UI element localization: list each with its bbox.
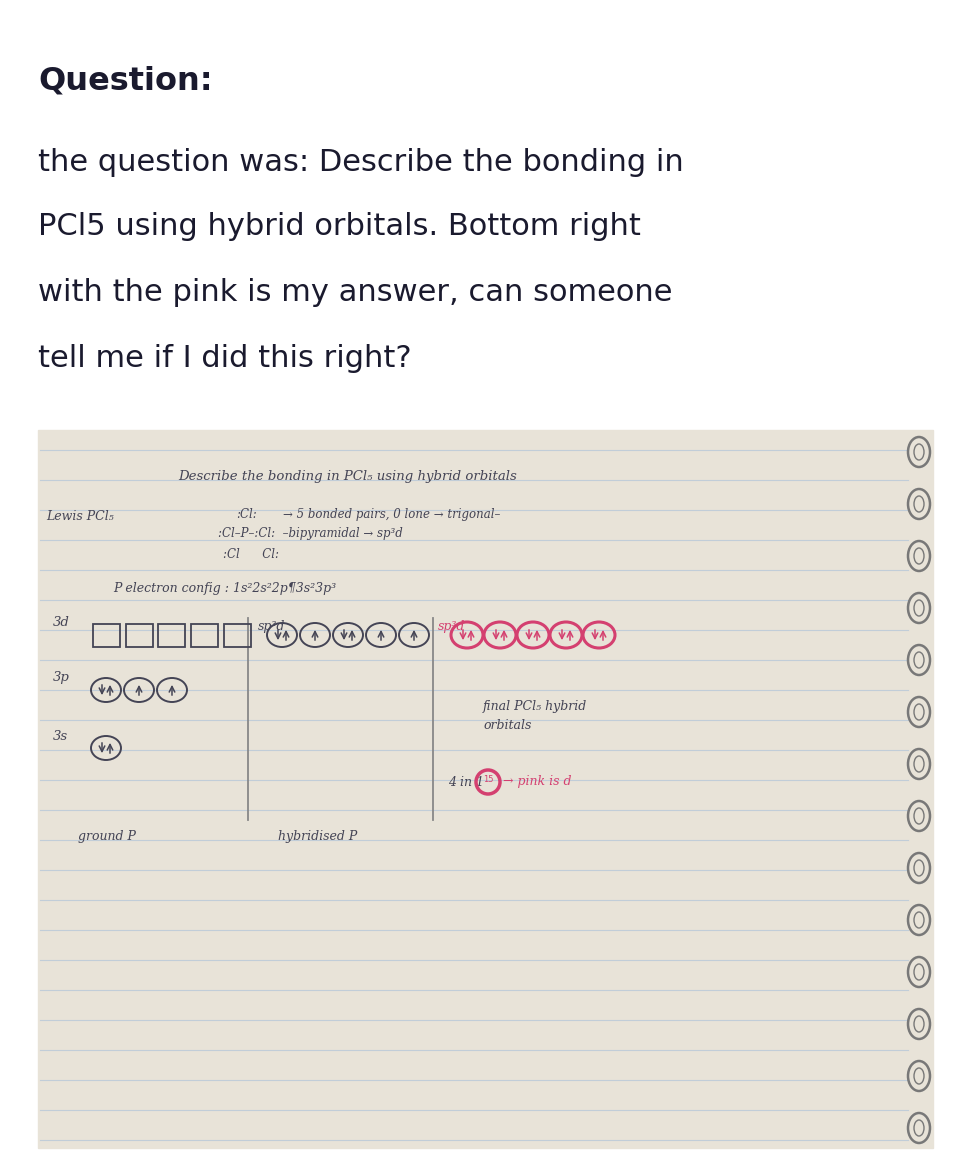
Text: sp³d: sp³d bbox=[258, 620, 286, 633]
Bar bbox=[225, 624, 252, 647]
Text: the question was: Describe the bonding in: the question was: Describe the bonding i… bbox=[38, 148, 684, 177]
Text: :Cl      Cl:: :Cl Cl: bbox=[223, 547, 279, 561]
Text: :Cl:: :Cl: bbox=[236, 508, 257, 521]
Text: with the pink is my answer, can someone: with the pink is my answer, can someone bbox=[38, 278, 672, 307]
Text: Lewis PCl₅: Lewis PCl₅ bbox=[46, 511, 113, 523]
Bar bbox=[92, 624, 119, 647]
Text: final PCl₅ hybrid
orbitals: final PCl₅ hybrid orbitals bbox=[483, 700, 587, 732]
Text: tell me if I did this right?: tell me if I did this right? bbox=[38, 344, 412, 373]
Text: PCl5 using hybrid orbitals. Bottom right: PCl5 using hybrid orbitals. Bottom right bbox=[38, 213, 641, 241]
Text: 3s: 3s bbox=[53, 730, 68, 743]
Text: ground P: ground P bbox=[78, 830, 136, 843]
Bar bbox=[126, 624, 152, 647]
Bar bbox=[38, 430, 933, 1148]
Text: → pink is d: → pink is d bbox=[503, 775, 572, 789]
Text: → 5 bonded pairs, 0 lone → trigonal–: → 5 bonded pairs, 0 lone → trigonal– bbox=[283, 508, 500, 521]
Text: hybridised P: hybridised P bbox=[278, 830, 358, 843]
Text: Question:: Question: bbox=[38, 65, 212, 96]
Text: P electron config : 1s²2s²2p¶3s²3p³: P electron config : 1s²2s²2p¶3s²3p³ bbox=[113, 582, 336, 595]
Text: sp³d: sp³d bbox=[438, 620, 465, 633]
Bar bbox=[192, 624, 218, 647]
Bar bbox=[159, 624, 185, 647]
Text: 3p: 3p bbox=[53, 671, 70, 685]
Text: 3d: 3d bbox=[53, 617, 70, 629]
Text: 15: 15 bbox=[483, 775, 493, 784]
Text: 4 in 1: 4 in 1 bbox=[448, 775, 484, 789]
Text: Describe the bonding in PCl₅ using hybrid orbitals: Describe the bonding in PCl₅ using hybri… bbox=[178, 470, 516, 483]
Text: :Cl–P–:Cl:  –bipyramidal → sp³d: :Cl–P–:Cl: –bipyramidal → sp³d bbox=[218, 527, 403, 541]
